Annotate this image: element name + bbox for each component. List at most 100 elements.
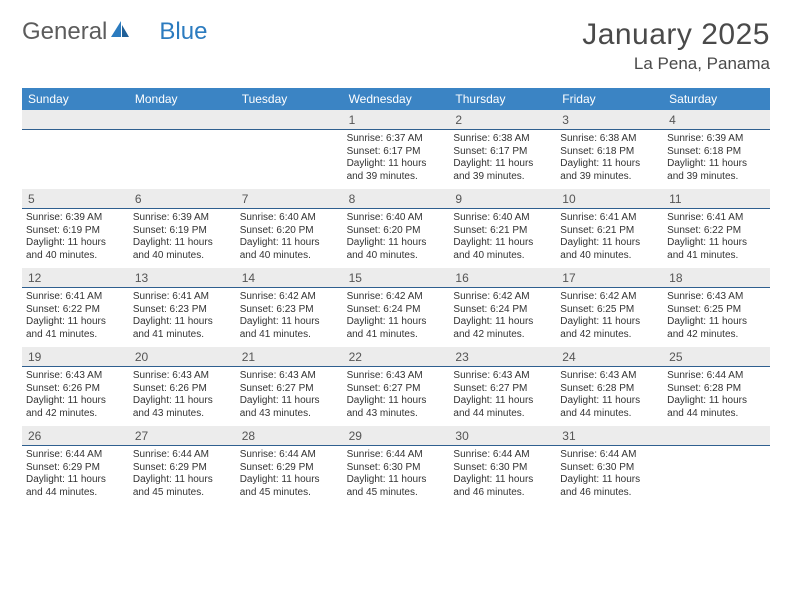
sunset-line: Sunset: 6:29 PM — [240, 462, 339, 475]
day-number — [663, 426, 770, 446]
sunset-line: Sunset: 6:30 PM — [453, 462, 552, 475]
day-number: 7 — [236, 189, 343, 209]
day-cell: Sunrise: 6:42 AMSunset: 6:24 PMDaylight:… — [343, 288, 450, 347]
day-number: 16 — [449, 268, 556, 288]
daylight-line: Daylight: 11 hours and 41 minutes. — [667, 237, 766, 262]
page-header: General Blue January 2025 La Pena, Panam… — [22, 18, 770, 74]
day-number: 22 — [343, 347, 450, 367]
sunrise-line: Sunrise: 6:41 AM — [560, 212, 659, 225]
sunrise-line: Sunrise: 6:38 AM — [560, 133, 659, 146]
day-cell — [22, 130, 129, 189]
sunset-line: Sunset: 6:23 PM — [240, 304, 339, 317]
sunrise-line: Sunrise: 6:43 AM — [240, 370, 339, 383]
day-number: 18 — [663, 268, 770, 288]
day-number: 25 — [663, 347, 770, 367]
sunset-line: Sunset: 6:24 PM — [453, 304, 552, 317]
daylight-line: Daylight: 11 hours and 44 minutes. — [667, 395, 766, 420]
daylight-line: Daylight: 11 hours and 40 minutes. — [133, 237, 232, 262]
day-cell: Sunrise: 6:44 AMSunset: 6:29 PMDaylight:… — [129, 446, 236, 505]
daynum-row: 262728293031 — [22, 426, 770, 446]
day-number: 2 — [449, 110, 556, 130]
daylight-line: Daylight: 11 hours and 42 minutes. — [26, 395, 125, 420]
calendar-grid: SundayMondayTuesdayWednesdayThursdayFrid… — [22, 88, 770, 505]
sunset-line: Sunset: 6:19 PM — [133, 225, 232, 238]
sunset-line: Sunset: 6:28 PM — [560, 383, 659, 396]
sunrise-line: Sunrise: 6:44 AM — [26, 449, 125, 462]
daylight-line: Daylight: 11 hours and 41 minutes. — [347, 316, 446, 341]
sunset-line: Sunset: 6:23 PM — [133, 304, 232, 317]
day-number: 21 — [236, 347, 343, 367]
sunset-line: Sunset: 6:24 PM — [347, 304, 446, 317]
day-number: 10 — [556, 189, 663, 209]
sunrise-line: Sunrise: 6:44 AM — [667, 370, 766, 383]
sail-icon — [109, 18, 131, 46]
daylight-line: Daylight: 11 hours and 41 minutes. — [240, 316, 339, 341]
day-cell: Sunrise: 6:38 AMSunset: 6:18 PMDaylight:… — [556, 130, 663, 189]
daylight-line: Daylight: 11 hours and 39 minutes. — [667, 158, 766, 183]
day-cell: Sunrise: 6:41 AMSunset: 6:22 PMDaylight:… — [22, 288, 129, 347]
sunset-line: Sunset: 6:18 PM — [560, 146, 659, 159]
day-cell: Sunrise: 6:43 AMSunset: 6:26 PMDaylight:… — [129, 367, 236, 426]
day-cell: Sunrise: 6:42 AMSunset: 6:25 PMDaylight:… — [556, 288, 663, 347]
weekday-header: Saturday — [663, 88, 770, 110]
sunrise-line: Sunrise: 6:39 AM — [133, 212, 232, 225]
daylight-line: Daylight: 11 hours and 40 minutes. — [26, 237, 125, 262]
day-cell: Sunrise: 6:39 AMSunset: 6:18 PMDaylight:… — [663, 130, 770, 189]
sunset-line: Sunset: 6:29 PM — [133, 462, 232, 475]
sunset-line: Sunset: 6:30 PM — [347, 462, 446, 475]
day-cell: Sunrise: 6:44 AMSunset: 6:30 PMDaylight:… — [556, 446, 663, 505]
day-number: 4 — [663, 110, 770, 130]
sunrise-line: Sunrise: 6:43 AM — [347, 370, 446, 383]
sunrise-line: Sunrise: 6:42 AM — [347, 291, 446, 304]
day-number: 28 — [236, 426, 343, 446]
day-number: 6 — [129, 189, 236, 209]
weekday-header-row: SundayMondayTuesdayWednesdayThursdayFrid… — [22, 88, 770, 110]
day-number: 24 — [556, 347, 663, 367]
sunset-line: Sunset: 6:22 PM — [26, 304, 125, 317]
day-cell: Sunrise: 6:37 AMSunset: 6:17 PMDaylight:… — [343, 130, 450, 189]
day-body-row: Sunrise: 6:44 AMSunset: 6:29 PMDaylight:… — [22, 446, 770, 505]
day-cell: Sunrise: 6:43 AMSunset: 6:25 PMDaylight:… — [663, 288, 770, 347]
sunset-line: Sunset: 6:22 PM — [667, 225, 766, 238]
daylight-line: Daylight: 11 hours and 40 minutes. — [453, 237, 552, 262]
weekday-header: Monday — [129, 88, 236, 110]
day-body-row: Sunrise: 6:43 AMSunset: 6:26 PMDaylight:… — [22, 367, 770, 426]
sunrise-line: Sunrise: 6:39 AM — [26, 212, 125, 225]
sunrise-line: Sunrise: 6:40 AM — [347, 212, 446, 225]
sunset-line: Sunset: 6:21 PM — [453, 225, 552, 238]
sunrise-line: Sunrise: 6:41 AM — [133, 291, 232, 304]
sunrise-line: Sunrise: 6:43 AM — [453, 370, 552, 383]
sunrise-line: Sunrise: 6:37 AM — [347, 133, 446, 146]
sunset-line: Sunset: 6:29 PM — [26, 462, 125, 475]
day-cell: Sunrise: 6:38 AMSunset: 6:17 PMDaylight:… — [449, 130, 556, 189]
daylight-line: Daylight: 11 hours and 40 minutes. — [347, 237, 446, 262]
day-number: 20 — [129, 347, 236, 367]
sunrise-line: Sunrise: 6:41 AM — [667, 212, 766, 225]
sunrise-line: Sunrise: 6:42 AM — [560, 291, 659, 304]
daylight-line: Daylight: 11 hours and 44 minutes. — [453, 395, 552, 420]
day-number: 30 — [449, 426, 556, 446]
day-number: 5 — [22, 189, 129, 209]
day-cell: Sunrise: 6:39 AMSunset: 6:19 PMDaylight:… — [22, 209, 129, 268]
day-cell: Sunrise: 6:41 AMSunset: 6:22 PMDaylight:… — [663, 209, 770, 268]
brand-word-2: Blue — [159, 18, 207, 46]
daylight-line: Daylight: 11 hours and 42 minutes. — [453, 316, 552, 341]
day-cell: Sunrise: 6:40 AMSunset: 6:20 PMDaylight:… — [236, 209, 343, 268]
day-cell: Sunrise: 6:44 AMSunset: 6:29 PMDaylight:… — [22, 446, 129, 505]
day-number: 13 — [129, 268, 236, 288]
day-number: 17 — [556, 268, 663, 288]
day-number: 8 — [343, 189, 450, 209]
daylight-line: Daylight: 11 hours and 42 minutes. — [667, 316, 766, 341]
day-cell: Sunrise: 6:44 AMSunset: 6:29 PMDaylight:… — [236, 446, 343, 505]
sunset-line: Sunset: 6:19 PM — [26, 225, 125, 238]
weekday-header: Thursday — [449, 88, 556, 110]
day-number — [129, 110, 236, 130]
title-block: January 2025 La Pena, Panama — [582, 18, 770, 74]
day-cell — [236, 130, 343, 189]
daylight-line: Daylight: 11 hours and 44 minutes. — [26, 474, 125, 499]
sunset-line: Sunset: 6:27 PM — [453, 383, 552, 396]
daylight-line: Daylight: 11 hours and 46 minutes. — [453, 474, 552, 499]
daylight-line: Daylight: 11 hours and 43 minutes. — [347, 395, 446, 420]
daylight-line: Daylight: 11 hours and 43 minutes. — [240, 395, 339, 420]
day-number: 3 — [556, 110, 663, 130]
